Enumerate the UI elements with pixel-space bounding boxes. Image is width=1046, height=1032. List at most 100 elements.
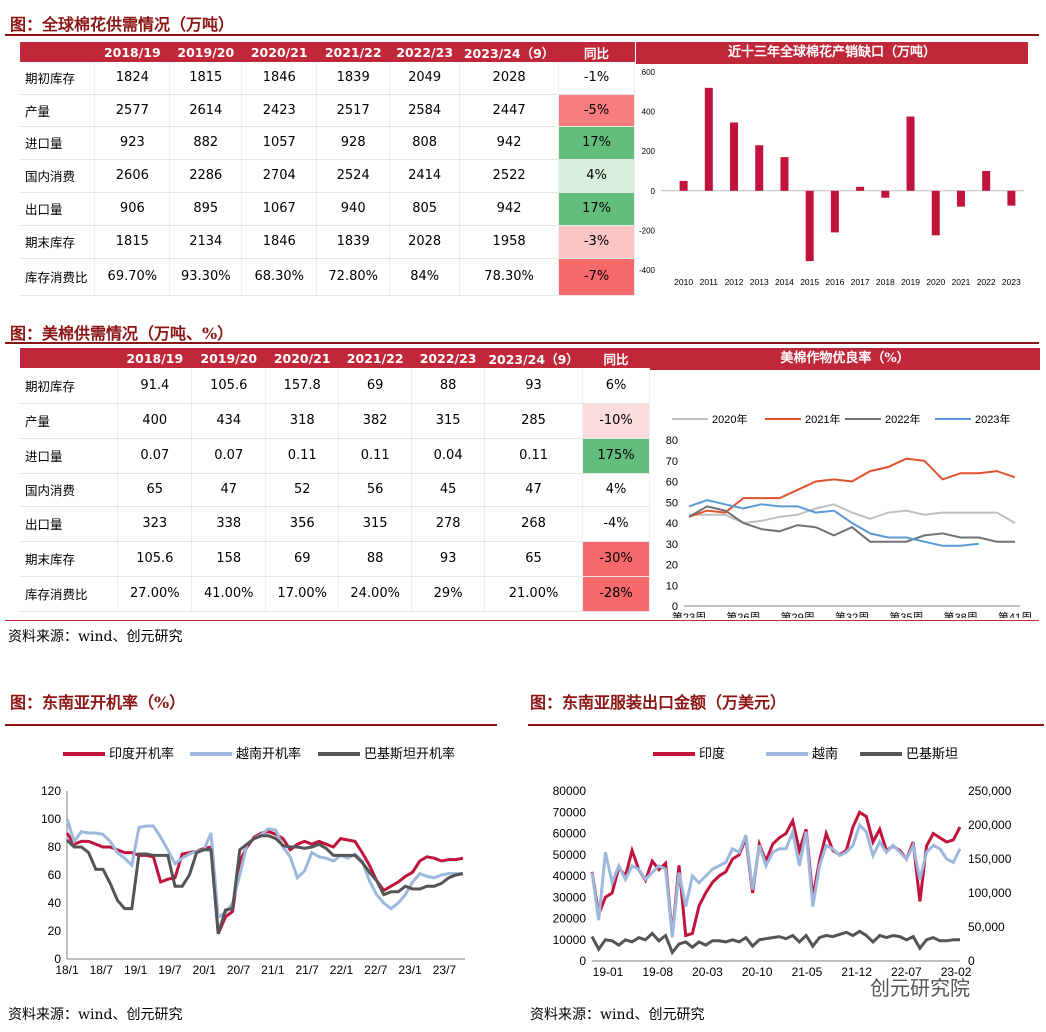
- us-rate-chart-title: 美棉作物优良率（%）: [650, 348, 1040, 370]
- yoy-cell: 17%: [558, 126, 635, 160]
- yoy-cell: -10%: [582, 403, 650, 439]
- y-tick-label: 40000: [553, 869, 587, 883]
- x-tick-label: 21-12: [841, 965, 872, 979]
- table-cell: 65: [484, 541, 583, 577]
- table-cell: 2614: [169, 94, 243, 127]
- bar: [856, 186, 865, 191]
- table-cell: 942: [459, 192, 560, 226]
- row-label: 产量: [20, 94, 96, 127]
- row-label: 国内消费: [20, 159, 96, 193]
- legend-label: 巴基斯坦开机率: [364, 746, 455, 761]
- table-cell: 91.4: [117, 368, 193, 404]
- table-row: 期末库存 105.6 158 69 88 93 65 -30%: [20, 541, 650, 577]
- x-tick-label: 2019: [901, 277, 920, 287]
- legend-label: 2020年: [712, 412, 747, 426]
- y-tick-label: -200: [639, 226, 656, 235]
- bar: [881, 190, 890, 198]
- y-right-tick-label: 150,000: [968, 852, 1012, 866]
- bar: [931, 190, 940, 236]
- table-row: 库存消费比 69.70% 93.30% 68.30% 72.80% 84% 78.30% -7…: [20, 258, 635, 296]
- table-cell: 78.30%: [459, 258, 560, 296]
- bar: [1007, 190, 1016, 206]
- table-cell: 47: [191, 473, 267, 507]
- yoy-cell: 4%: [558, 159, 635, 193]
- row-label: 出口量: [20, 506, 119, 542]
- table-cell: 65: [117, 473, 193, 507]
- table-cell: 29%: [411, 576, 486, 612]
- x-tick-label: 19-01: [593, 965, 624, 979]
- x-tick-label: 22-07: [891, 965, 922, 979]
- x-tick-label: 第41周: [998, 610, 1032, 618]
- table-cell: 805: [389, 192, 461, 226]
- table-cell: 2134: [169, 225, 243, 259]
- y-tick-label: 10000: [553, 933, 587, 947]
- y-tick-label: 30000: [553, 890, 587, 904]
- sea-rate-title: 图：东南亚开机率（%）: [10, 693, 186, 712]
- table-cell: 1067: [241, 192, 318, 226]
- bar: [679, 180, 688, 191]
- table-cell: 0.04: [411, 438, 486, 474]
- bar: [805, 190, 814, 262]
- yoy-cell: 6%: [582, 368, 650, 404]
- yoy-cell: -28%: [582, 576, 650, 612]
- y-tick-label: 10: [666, 580, 678, 592]
- table-cell: 105.6: [191, 368, 267, 404]
- table-cell: 1824: [94, 62, 171, 95]
- row-label: 产量: [20, 403, 119, 439]
- yoy-cell: 175%: [582, 438, 650, 474]
- y-tick-label: 40: [48, 896, 62, 910]
- x-tick-label: 19/7: [158, 963, 182, 977]
- table-cell: 1846: [241, 225, 318, 259]
- table-row: 进口量 0.07 0.07 0.11 0.11 0.04 0.11 175%: [20, 438, 650, 474]
- sea-export-title: 图：东南亚服装出口金额（万美元）: [530, 693, 787, 712]
- header-cell: [20, 348, 118, 368]
- table-cell: 68.30%: [241, 258, 318, 296]
- table-cell: 69: [338, 368, 413, 404]
- table-row: 库存消费比 27.00% 41.00% 17.00% 24.00% 29% 21.00% -2…: [20, 576, 650, 612]
- table-cell: 895: [169, 192, 243, 226]
- x-tick-label: 2014: [775, 277, 794, 287]
- x-tick-label: 21/1: [261, 963, 285, 977]
- table-cell: 84%: [389, 258, 461, 296]
- watermark: 创元研究院: [870, 976, 970, 1000]
- table-cell: 0.07: [191, 438, 267, 474]
- y-tick-label: 0: [54, 952, 61, 966]
- table-cell: 2584: [389, 94, 461, 127]
- x-tick-label: 2012: [725, 277, 744, 287]
- table-cell: 882: [169, 126, 243, 160]
- table-cell: 1839: [316, 62, 391, 95]
- table-row: 产量 2577 2614 2423 2517 2584 2447 -5%: [20, 94, 635, 127]
- y-right-tick-label: 100,000: [968, 886, 1012, 900]
- y-tick-label: 0: [651, 187, 656, 196]
- table-cell: 2028: [459, 62, 560, 95]
- x-tick-label: 第32周: [835, 610, 869, 618]
- y-tick-label: 60000: [553, 827, 587, 841]
- table-cell: 278: [411, 506, 486, 542]
- y-tick-label: -400: [639, 266, 656, 275]
- table-cell: 315: [411, 403, 486, 439]
- bar: [704, 87, 713, 191]
- table-cell: 0.11: [338, 438, 413, 474]
- x-tick-label: 20/1: [193, 963, 217, 977]
- table-cell: 400: [117, 403, 193, 439]
- yoy-cell: 17%: [558, 192, 635, 226]
- table-row: 产量 400 434 318 382 315 285 -10%: [20, 403, 650, 439]
- header-cell: 2022/23: [389, 42, 460, 62]
- x-tick-label: 21/7: [295, 963, 319, 977]
- us-section-title: 图：美棉供需情况（万吨、%）: [10, 324, 234, 343]
- series-line: [65, 830, 464, 935]
- yoy-cell: -7%: [558, 258, 635, 296]
- header-cell: 同比: [558, 42, 635, 62]
- table-row: 期初库存 1824 1815 1846 1839 2049 2028 -1%: [20, 62, 635, 95]
- table-cell: 41.00%: [191, 576, 267, 612]
- y-tick-label: 60: [666, 477, 678, 489]
- table-cell: 2704: [241, 159, 318, 193]
- y-right-tick-label: 250,000: [968, 784, 1012, 798]
- table-row: 出口量 323 338 356 315 278 268 -4%: [20, 506, 650, 542]
- table-cell: 17.00%: [265, 576, 340, 612]
- x-tick-label: 2023: [1002, 277, 1021, 287]
- table-row: 期初库存 91.4 105.6 157.8 69 88 93 6%: [20, 368, 650, 404]
- table-cell: 158: [191, 541, 267, 577]
- x-tick-label: 20-10: [742, 965, 773, 979]
